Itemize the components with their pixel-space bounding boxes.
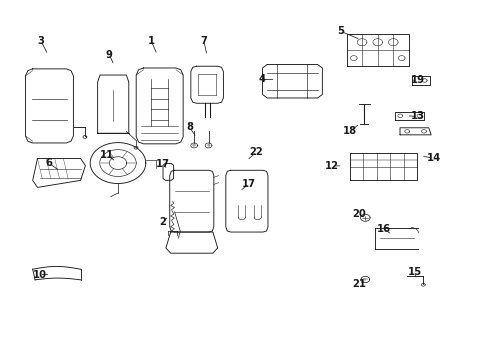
Text: 3: 3 — [37, 36, 44, 46]
Text: 6: 6 — [45, 158, 52, 168]
Text: 8: 8 — [185, 122, 192, 132]
Text: 16: 16 — [376, 224, 390, 234]
Text: 17: 17 — [156, 159, 170, 169]
Text: 19: 19 — [410, 75, 424, 85]
Text: 4: 4 — [258, 75, 265, 85]
Text: 14: 14 — [426, 153, 440, 163]
Text: 18: 18 — [342, 126, 356, 136]
Text: 15: 15 — [407, 267, 421, 278]
Text: 13: 13 — [410, 112, 424, 121]
Text: 11: 11 — [99, 150, 113, 159]
Text: 2: 2 — [159, 217, 166, 227]
Text: 17: 17 — [242, 179, 256, 189]
Text: 12: 12 — [325, 161, 339, 171]
Text: 10: 10 — [32, 270, 46, 280]
Text: 20: 20 — [352, 208, 366, 219]
Text: 9: 9 — [106, 50, 113, 60]
Text: 21: 21 — [352, 279, 366, 289]
Text: 5: 5 — [336, 26, 343, 36]
Text: 7: 7 — [200, 36, 207, 46]
Text: 1: 1 — [147, 36, 154, 46]
Text: 22: 22 — [249, 147, 263, 157]
